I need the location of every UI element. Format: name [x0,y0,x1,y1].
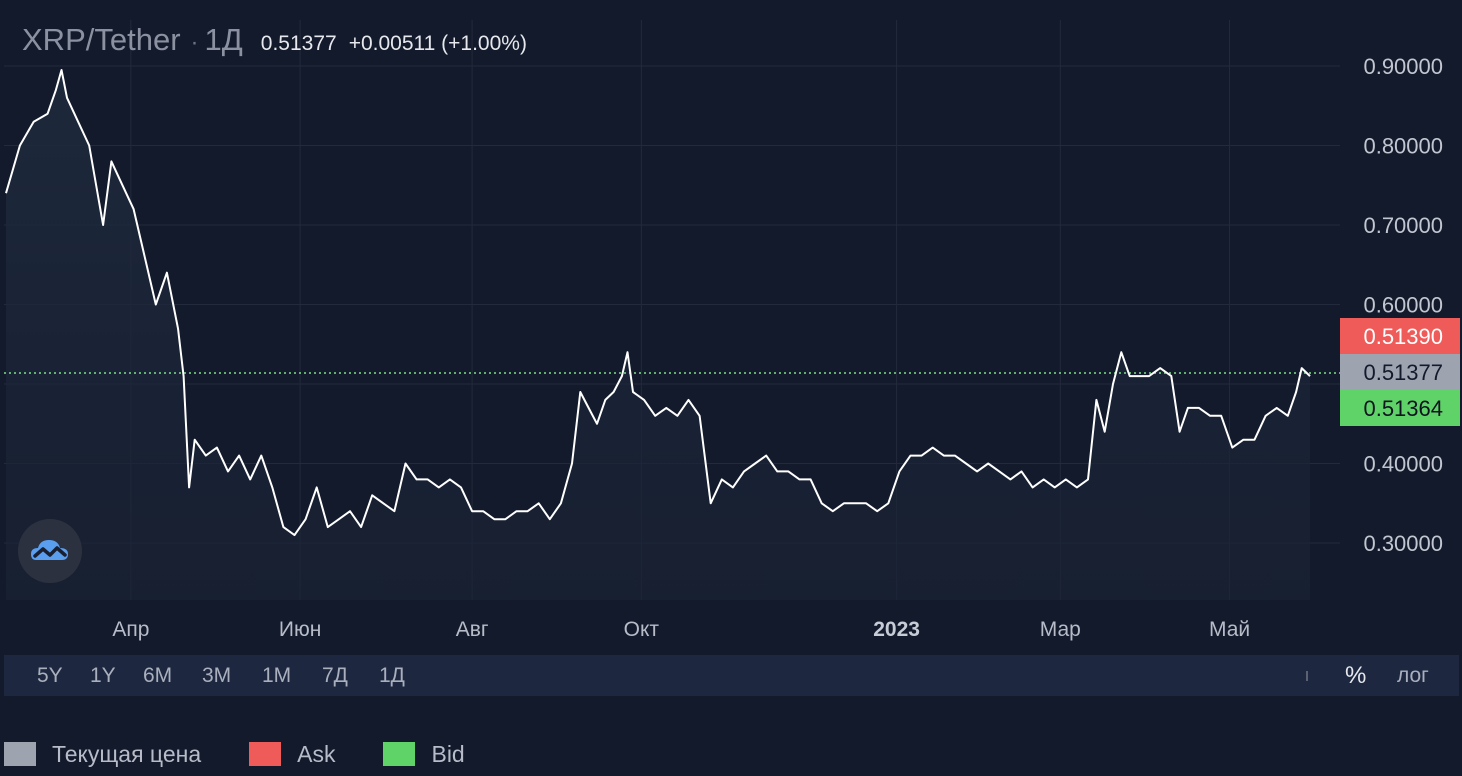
range-toolbar: 5Y 1Y 6M 3M 1M 7Д 1Д % лог [4,655,1459,696]
ask-price-tag: 0.51390 [1340,318,1460,354]
range-6m-button[interactable]: 6M [143,664,173,687]
current-price-tag-label: 0.51377 [1363,360,1443,385]
log-scale-button[interactable]: лог [1397,664,1429,687]
current-price-tag-box [1340,354,1460,390]
legend-swatch-ask [249,742,282,766]
interval-label[interactable]: 1Д [204,22,243,57]
legend-swatch-bid [383,742,416,766]
price-tick-label: 0.30000 [1363,531,1443,556]
bid-price-tag-box [1340,390,1460,426]
price-tick-label: 0.60000 [1363,293,1443,318]
price-tick-label: 0.90000 [1363,54,1443,79]
percent-scale-button[interactable]: % [1345,662,1367,689]
bid-price-tag-label: 0.51364 [1363,396,1443,421]
ask-price-tag-label: 0.51390 [1363,324,1443,349]
range-1m-button[interactable]: 1M [262,664,292,687]
legend-item-ask[interactable]: Ask [249,741,335,768]
header-separator: · [190,29,199,56]
price-area-fill [6,70,1310,600]
legend-item-current-price[interactable]: Текущая цена [4,741,201,768]
legend-label: Bid [431,740,465,767]
price-tags: 0.51390 0.51364 0.51377 [1340,318,1460,426]
range-5y-button[interactable]: 5Y [37,664,63,687]
legend-label: Текущая цена [52,740,202,767]
time-tick-label: 2023 [873,618,920,641]
time-tick-label: Май [1209,618,1250,641]
time-tick-label: Мар [1040,618,1081,641]
range-1d-button[interactable]: 1Д [379,664,405,687]
price-tick-label: 0.40000 [1363,452,1443,477]
price-tick-label: 0.80000 [1363,134,1443,159]
legend: Текущая цена Ask Bid [4,738,513,770]
range-7d-button[interactable]: 7Д [322,664,348,687]
time-axis: Апр Июн Авг Окт 2023 Мар Май [112,618,1250,641]
range-1y-button[interactable]: 1Y [90,664,116,687]
current-price-tag: 0.51377 [1340,354,1460,390]
time-tick-label: Апр [112,618,149,641]
price-axis: 0.90000 0.80000 0.70000 0.60000 0.40000 0.300… [1363,54,1443,556]
time-tick-label: Июн [279,618,321,641]
price-tick-label: 0.70000 [1363,213,1443,238]
toolbar-divider [1306,671,1308,681]
chart-header: XRP/Tether · 1Д 0.51377 +0.00511 (+1.00%… [22,22,539,58]
price-change: +0.00511 (+1.00%) [348,32,527,55]
price-line[interactable] [5,69,1311,537]
bid-price-tag: 0.51364 [1340,390,1460,426]
range-3m-button[interactable]: 3M [202,664,232,687]
symbol-title[interactable]: XRP/Tether [22,22,181,57]
legend-item-bid[interactable]: Bid [383,740,465,768]
legend-label: Ask [297,740,336,767]
time-tick-label: Авг [456,618,489,641]
ask-price-tag-box [1340,318,1460,354]
last-price: 0.51377 [260,32,337,55]
legend-swatch-current-price [4,742,36,766]
time-tick-label: Окт [624,618,660,641]
cloud-chart-icon [31,540,68,560]
cloud-chart-logo-icon[interactable] [18,519,82,583]
